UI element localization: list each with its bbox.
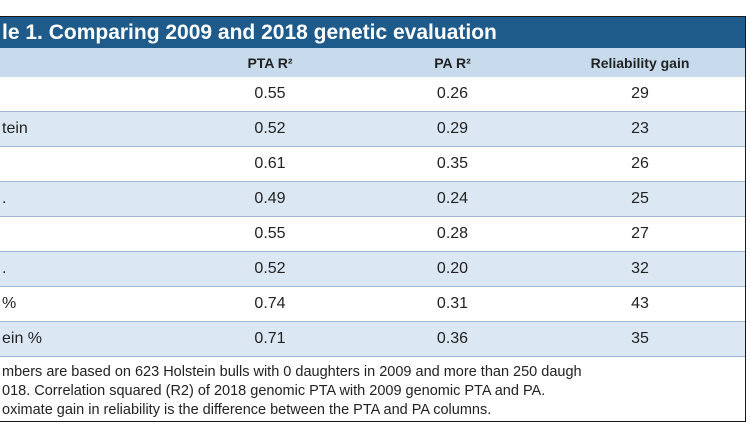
cell [0, 146, 170, 182]
cell: 0.24 [370, 181, 535, 217]
header-cell: PA R² [370, 48, 535, 77]
cell: tein [0, 111, 170, 147]
header-cell: PTA R² [170, 48, 370, 77]
header-cell: Reliability gain [535, 48, 745, 77]
table-row: 0.55 0.26 29 [0, 77, 745, 112]
cell: 23 [535, 111, 745, 147]
table-row: . 0.52 0.20 32 [0, 251, 745, 287]
cell: 26 [535, 146, 745, 182]
cell [0, 77, 170, 112]
cell: 43 [535, 286, 745, 322]
cell: 25 [535, 181, 745, 217]
footnotes: mbers are based on 623 Holstein bulls wi… [0, 357, 745, 420]
cell: . [0, 251, 170, 287]
table-row: ein % 0.71 0.36 35 [0, 321, 745, 357]
cell: 0.71 [170, 321, 370, 357]
cell: 0.74 [170, 286, 370, 322]
cell: 0.20 [370, 251, 535, 287]
data-table: PTA R² PA R² Reliability gain 0.55 0.26 29 te… [0, 48, 745, 357]
table-row: % 0.74 0.31 43 [0, 286, 745, 322]
cell: 0.49 [170, 181, 370, 217]
table-row: tein 0.52 0.29 23 [0, 111, 745, 147]
cell: 0.26 [370, 77, 535, 112]
cell: 0.35 [370, 146, 535, 182]
cell [0, 216, 170, 252]
table-row: . 0.49 0.24 25 [0, 181, 745, 217]
cell: 0.55 [170, 77, 370, 112]
cell: 0.52 [170, 111, 370, 147]
footnote-line: oximate gain in reliability is the diffe… [2, 402, 492, 418]
cell: % [0, 286, 170, 322]
header-cell [0, 48, 170, 77]
table-row: 0.61 0.35 26 [0, 146, 745, 182]
cell: 32 [535, 251, 745, 287]
cell: 0.61 [170, 146, 370, 182]
header-row: PTA R² PA R² Reliability gain [0, 48, 745, 77]
cell: 0.52 [170, 251, 370, 287]
cell: 0.29 [370, 111, 535, 147]
cell: 0.28 [370, 216, 535, 252]
cell: 0.55 [170, 216, 370, 252]
cell: 0.31 [370, 286, 535, 322]
footnote-line: mbers are based on 623 Holstein bulls wi… [2, 364, 582, 380]
cell: ein % [0, 321, 170, 357]
footnote-line: 018. Correlation squared (R2) of 2018 ge… [2, 383, 546, 399]
table-frame: le 1. Comparing 2009 and 2018 genetic ev… [0, 16, 746, 422]
cell: . [0, 181, 170, 217]
table-row: 0.55 0.28 27 [0, 216, 745, 252]
cell: 29 [535, 77, 745, 112]
cell: 0.36 [370, 321, 535, 357]
table-title: le 1. Comparing 2009 and 2018 genetic ev… [0, 17, 745, 48]
cell: 35 [535, 321, 745, 357]
cell: 27 [535, 216, 745, 252]
